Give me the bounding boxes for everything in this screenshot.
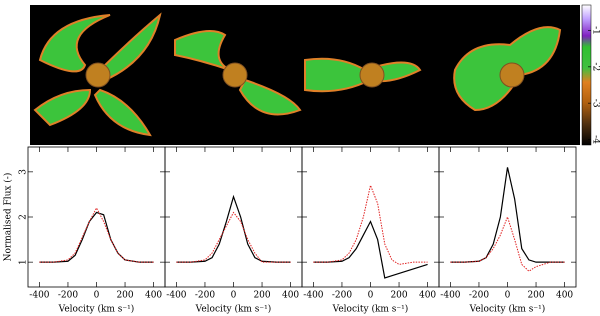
profile-line — [313, 183, 428, 265]
colorbar-tick-label: -3 — [591, 99, 600, 108]
x-tick-label: -400 — [440, 291, 460, 301]
x-tick-label: -400 — [303, 291, 323, 301]
x-axis-label: Velocity (km s⁻¹) — [195, 304, 272, 315]
x-tick-label: 0 — [368, 291, 374, 301]
y-tick-label: 3 — [19, 169, 29, 175]
colorbar-tick-label: -4 — [591, 135, 600, 144]
x-tick-label: 400 — [282, 291, 299, 301]
x-tick-label: 0 — [505, 291, 511, 301]
colorbar-tick-label: -1 — [591, 26, 600, 35]
x-tick-label: 400 — [145, 291, 162, 301]
x-tick-label: 200 — [116, 291, 133, 301]
x-tick-label: -200 — [195, 291, 215, 301]
y-axis-label: Normalised Flux (-) — [3, 173, 14, 262]
x-tick-label: -400 — [166, 291, 186, 301]
panel-frame — [301, 146, 440, 288]
panel-frame — [27, 146, 166, 288]
y-tick-label: 1 — [19, 259, 29, 265]
x-tick-label: -200 — [469, 291, 489, 301]
x-tick-label: 200 — [390, 291, 407, 301]
x-axis-label: Velocity (km s⁻¹) — [469, 304, 546, 315]
profile-line — [450, 215, 565, 272]
x-tick-label: -200 — [58, 291, 78, 301]
x-tick-label: -400 — [29, 291, 49, 301]
profile-line — [176, 211, 291, 263]
panel-frame — [164, 146, 303, 288]
x-axis-label: Velocity (km s⁻¹) — [58, 304, 135, 315]
x-tick-label: 200 — [527, 291, 544, 301]
x-tick-label: 400 — [556, 291, 573, 301]
profile-line — [176, 194, 291, 263]
x-tick-label: -200 — [332, 291, 352, 301]
simulation-images — [30, 4, 592, 146]
profile-line — [450, 167, 565, 263]
y-tick-label: 2 — [19, 214, 29, 220]
x-tick-label: 200 — [253, 291, 270, 301]
x-tick-label: 0 — [94, 291, 100, 301]
x-axis-label: Velocity (km s⁻¹) — [332, 304, 409, 315]
colorbar-tick-label: -2 — [591, 62, 600, 71]
profile-line — [39, 211, 154, 263]
profile-line — [39, 206, 154, 263]
x-tick-label: 0 — [231, 291, 237, 301]
x-tick-label: 400 — [419, 291, 436, 301]
profile-line — [313, 220, 428, 279]
